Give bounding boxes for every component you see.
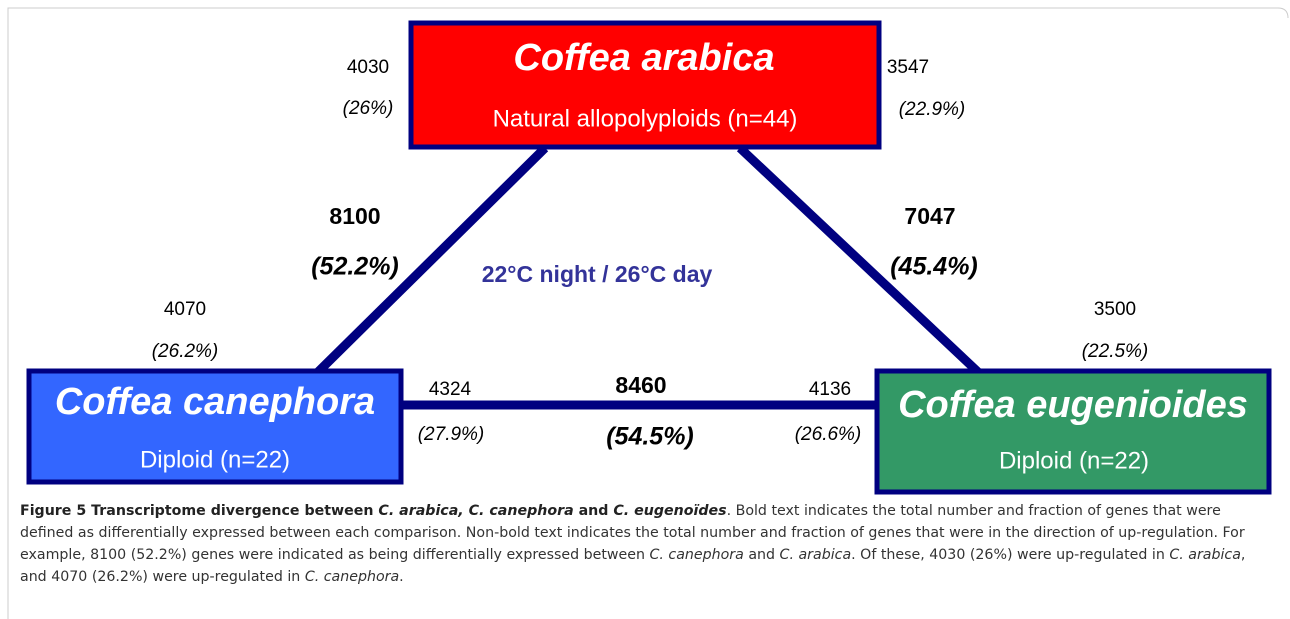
node-box xyxy=(26,368,404,485)
node-box xyxy=(874,368,1272,495)
caption-text: C. arabica xyxy=(779,547,852,563)
total-pct: (54.5%) xyxy=(606,423,694,451)
edge-line xyxy=(736,144,982,376)
caption-text: , and 4070 (26.2%) were up-regulated in xyxy=(20,547,1246,585)
node-box xyxy=(408,20,882,150)
up-pct: (22.9%) xyxy=(899,99,966,120)
caption-text: C. canephora xyxy=(649,547,744,563)
node-title: Coffea eugenioides xyxy=(898,384,1248,426)
node-subtitle: Diploid (n=22) xyxy=(999,447,1149,474)
total-count: 7047 xyxy=(904,203,955,229)
frame xyxy=(7,7,1289,619)
caption-text: and xyxy=(573,503,614,519)
total-count: 8100 xyxy=(329,203,380,229)
caption-text: Figure 5 Transcriptome divergence betwee… xyxy=(20,503,379,519)
total-count: 8460 xyxy=(615,372,666,398)
caption-text: C. arabica, C. canephora xyxy=(378,503,574,519)
node-title: Coffea canephora xyxy=(55,381,375,423)
center-label: 22°C night / 26°C day xyxy=(482,261,713,287)
node-subtitle: Diploid (n=22) xyxy=(140,446,290,473)
up-count: 4324 xyxy=(429,379,472,400)
caption-text: . Bold text indicates the total number a… xyxy=(20,503,1245,563)
caption-text: C. canephora xyxy=(304,569,400,585)
total-pct: (45.4%) xyxy=(890,253,978,281)
node-title: Coffea arabica xyxy=(513,37,774,79)
up-count: 4136 xyxy=(809,379,851,400)
node-subtitle: Natural allopolyploids (n=44) xyxy=(493,105,798,132)
caption: Figure 5 Transcriptome divergence betwee… xyxy=(20,500,1270,588)
up-pct: (26.2%) xyxy=(152,341,219,362)
caption-text: C. eugenoïdes xyxy=(613,503,727,519)
up-pct: (27.9%) xyxy=(418,424,485,445)
caption-text: . xyxy=(399,569,404,585)
up-count: 3547 xyxy=(887,57,929,78)
up-pct: (26%) xyxy=(343,98,394,119)
up-count: 4070 xyxy=(164,299,206,320)
total-pct: (52.2%) xyxy=(311,253,399,281)
caption-text: . Of these, 4030 (26%) were up-regulated… xyxy=(851,547,1170,563)
up-count: 4030 xyxy=(347,57,389,78)
edge-line xyxy=(314,144,549,376)
caption-text: C. arabica xyxy=(1169,547,1241,563)
up-count: 3500 xyxy=(1094,299,1136,320)
up-pct: (26.6%) xyxy=(795,424,862,445)
caption-text: and xyxy=(743,547,780,563)
up-pct: (22.5%) xyxy=(1082,341,1149,362)
